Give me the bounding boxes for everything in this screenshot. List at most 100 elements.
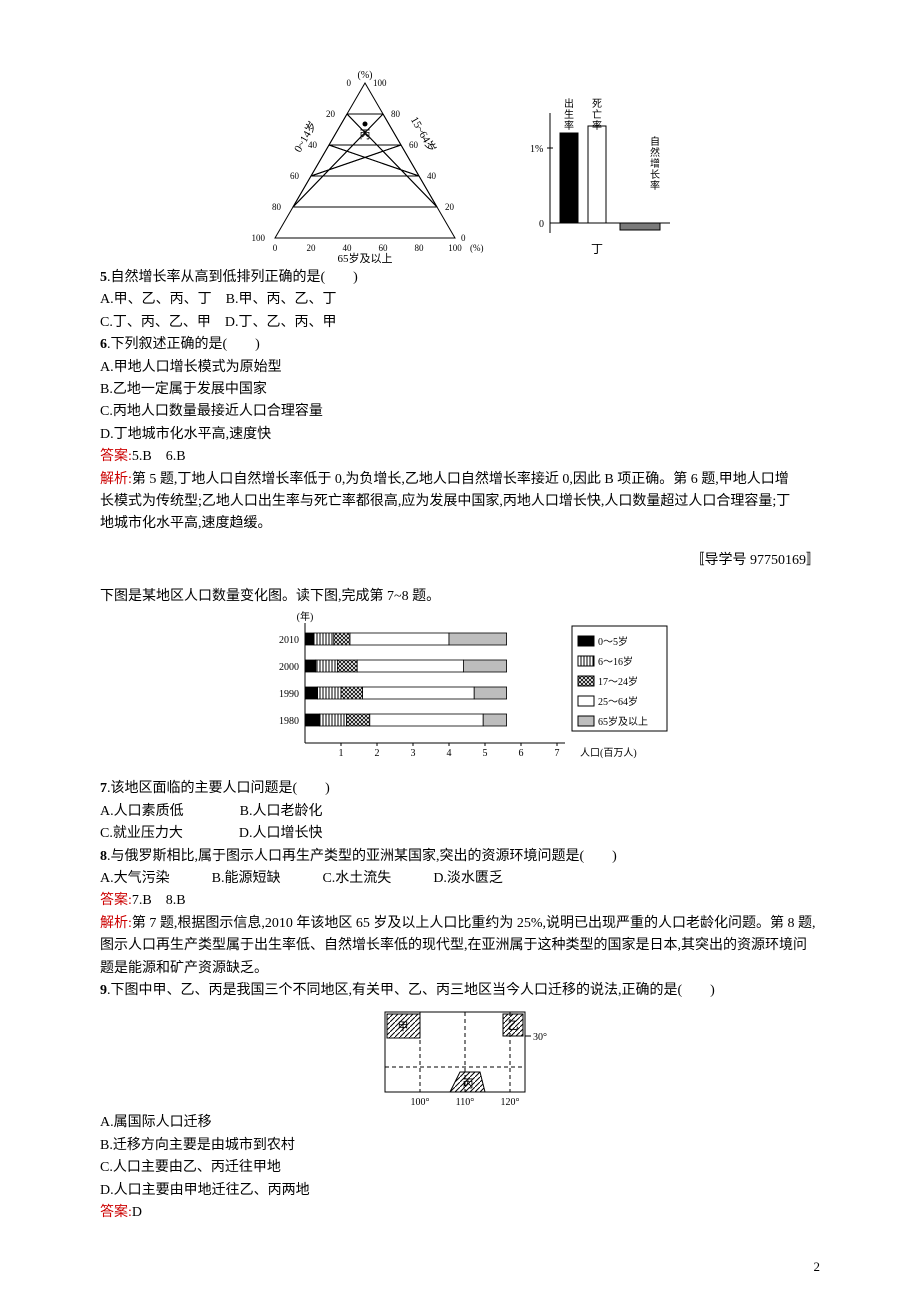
figure-stacked: (年) 2010200019901980 1234567 人口(百万人) 0～5… bbox=[100, 608, 820, 778]
q5-opt-b: B.甲、丙、乙、丁 bbox=[226, 292, 337, 307]
ding-lbl-birth: 出生率 bbox=[564, 97, 574, 132]
q8-stem-text: .与俄罗斯相比,属于图示人口再生产类型的亚洲某国家,突出的资源环境问题是( ) bbox=[107, 849, 617, 864]
q8-opt-c: C.水土流失 bbox=[322, 871, 391, 886]
tri-b-80: 80 bbox=[415, 243, 425, 253]
figure-map9: 甲 乙 丙 30° 100° 110° 120° bbox=[100, 1002, 820, 1112]
triangle-chart: (%) 100 80 60 40 20 0 0 20 40 60 80 100 … bbox=[245, 68, 485, 263]
ans-9: 答案:D bbox=[100, 1202, 820, 1224]
svg-text:5: 5 bbox=[483, 748, 488, 759]
svg-text:65岁及以上: 65岁及以上 bbox=[598, 715, 648, 728]
svg-text:17～24岁: 17～24岁 bbox=[598, 675, 638, 688]
svg-text:2: 2 bbox=[375, 748, 380, 759]
tri-r-60: 60 bbox=[409, 140, 419, 150]
q7-opt-c: C.就业压力大 bbox=[100, 826, 183, 841]
ans9-label: 答案: bbox=[100, 1205, 132, 1220]
ding-ytick: 1% bbox=[530, 144, 543, 155]
q7-opts: A.人口素质低 B.人口老龄化 C.就业压力大 D.人口增长快 bbox=[100, 801, 820, 846]
tri-b-60: 60 bbox=[379, 243, 389, 253]
map-lon-120: 120° bbox=[501, 1097, 520, 1108]
svg-text:3: 3 bbox=[411, 748, 416, 759]
q9-stem-text: .下图中甲、乙、丙是我国三个不同地区,有关甲、乙、丙三地区当今人口迁移的说法,正… bbox=[107, 983, 715, 998]
expl-56: 解析:第 5 题,丁地人口自然增长率低于 0,为负增长,乙地人口自然增长率接近 … bbox=[100, 469, 800, 536]
q6-opt-c: C.丙地人口数量最接近人口合理容量 bbox=[100, 401, 820, 423]
svg-text:2000: 2000 bbox=[279, 662, 299, 673]
expl78-label: 解析: bbox=[100, 916, 132, 931]
ans78-label: 答案: bbox=[100, 893, 132, 908]
map-q9: 甲 乙 丙 30° 100° 110° 120° bbox=[365, 1002, 555, 1112]
ans78-text: 7.B 8.B bbox=[132, 893, 186, 908]
stk-ylabel: (年) bbox=[297, 610, 314, 623]
tri-r-80: 80 bbox=[391, 109, 401, 119]
ans56-label: 答案: bbox=[100, 449, 132, 464]
tri-r-20: 20 bbox=[445, 202, 455, 212]
q6-opt-a: A.甲地人口增长模式为原始型 bbox=[100, 357, 820, 379]
q5-stem-text: .自然增长率从高到低排列正确的是( ) bbox=[107, 270, 358, 285]
tri-l-20: 20 bbox=[326, 109, 336, 119]
q7-opt-b: B.人口老龄化 bbox=[240, 804, 323, 819]
q8-opt-b: B.能源短缺 bbox=[212, 871, 281, 886]
tri-b-0: 0 bbox=[273, 243, 278, 253]
q5-opts-row1: A.甲、乙、丙、丁 B.甲、丙、乙、丁 bbox=[100, 289, 820, 311]
svg-text:0～5岁: 0～5岁 bbox=[598, 635, 628, 648]
svg-text:1980: 1980 bbox=[279, 716, 299, 727]
ans9-text: D bbox=[132, 1205, 142, 1220]
svg-text:4: 4 bbox=[447, 748, 452, 759]
map-label-jia: 甲 bbox=[398, 1021, 409, 1033]
expl-78: 解析:第 7 题,根据图示信息,2010 年该地区 65 岁及以上人口比重约为 … bbox=[100, 913, 820, 980]
svg-text:25～64岁: 25～64岁 bbox=[598, 695, 638, 708]
q7-opt-a: A.人口素质低 bbox=[100, 804, 184, 819]
svg-text:6: 6 bbox=[519, 748, 524, 759]
q6-num: 6 bbox=[100, 337, 107, 352]
q9-opt-d: D.人口主要由甲地迁往乙、丙两地 bbox=[100, 1180, 820, 1202]
q8-stem: 8.与俄罗斯相比,属于图示人口再生产类型的亚洲某国家,突出的资源环境问题是( ) bbox=[100, 846, 820, 868]
q9-opt-c: C.人口主要由乙、丙迁往甲地 bbox=[100, 1157, 820, 1179]
tri-b-100: 100 bbox=[448, 243, 462, 253]
tri-l-60: 60 bbox=[290, 171, 300, 181]
stacked-bar-chart: (年) 2010200019901980 1234567 人口(百万人) 0～5… bbox=[250, 608, 670, 778]
q7-stem: 7.该地区面临的主要人口问题是( ) bbox=[100, 778, 820, 800]
svg-text:6～16岁: 6～16岁 bbox=[598, 655, 633, 668]
q5-stem: 5.自然增长率从高到低排列正确的是( ) bbox=[100, 267, 820, 289]
expl78-text: 第 7 题,根据图示信息,2010 年该地区 65 岁及以上人口比重约为 25%… bbox=[100, 916, 816, 976]
tri-b-20: 20 bbox=[307, 243, 317, 253]
svg-text:1990: 1990 bbox=[279, 689, 299, 700]
ding-lbl-death: 死亡率 bbox=[592, 99, 602, 132]
tri-l-0: 0 bbox=[347, 78, 352, 88]
ans-78: 答案:7.B 8.B bbox=[100, 890, 820, 912]
q6-stem: 6.下列叙述正确的是( ) bbox=[100, 334, 820, 356]
tri-l-80: 80 bbox=[272, 202, 282, 212]
map-lat: 30° bbox=[533, 1032, 547, 1043]
ans56-text: 5.B 6.B bbox=[132, 449, 186, 464]
q8-opts: A.大气污染 B.能源短缺 C.水土流失 D.淡水匮乏 bbox=[100, 868, 820, 890]
q9-stem: 9.下图中甲、乙、丙是我国三个不同地区,有关甲、乙、丙三地区当今人口迁移的说法,… bbox=[100, 980, 820, 1002]
map-label-yi: 乙 bbox=[508, 1019, 519, 1032]
svg-text:7: 7 bbox=[555, 748, 560, 759]
tri-point-label: 丙 bbox=[360, 129, 371, 141]
expl-56-row: 解析:第 5 题,丁地人口自然增长率低于 0,为负增长,乙地人口自然增长率接近 … bbox=[100, 469, 820, 536]
tri-l-100: 100 bbox=[252, 233, 266, 243]
ding-zero: 0 bbox=[539, 219, 544, 230]
q7-opt-d: D.人口增长快 bbox=[239, 826, 323, 841]
ref-num-1: 〚导学号 97750169〛 bbox=[100, 550, 820, 572]
stk-xlabel: 人口(百万人) bbox=[580, 747, 637, 759]
page-number: 2 bbox=[814, 1257, 821, 1278]
tri-r-100: 100 bbox=[373, 78, 387, 88]
map-label-bing: 丙 bbox=[463, 1078, 474, 1090]
tri-b-unit: (%) bbox=[470, 243, 484, 253]
tri-r-0: 0 bbox=[461, 233, 466, 243]
q5-opts-row2: C.丁、丙、乙、甲 D.丁、乙、丙、甲 bbox=[100, 312, 820, 334]
svg-text:1: 1 bbox=[339, 748, 344, 759]
q9-num: 9 bbox=[100, 983, 107, 998]
q5-num: 5 bbox=[100, 270, 107, 285]
q6-stem-text: .下列叙述正确的是( ) bbox=[107, 337, 260, 352]
q9-opt-b: B.迁移方向主要是由城市到农村 bbox=[100, 1135, 820, 1157]
q8-opt-d: D.淡水匮乏 bbox=[433, 871, 503, 886]
intro-78: 下图是某地区人口数量变化图。读下图,完成第 7~8 题。 bbox=[100, 586, 820, 608]
figure-triangle-bar: (%) 100 80 60 40 20 0 0 20 40 60 80 100 … bbox=[100, 68, 820, 263]
tri-r-40: 40 bbox=[427, 171, 437, 181]
tri-bottom-label: 65岁及以上 bbox=[338, 251, 393, 263]
q7-num: 7 bbox=[100, 781, 107, 796]
q6-opt-d: D.丁地城市化水平高,速度快 bbox=[100, 424, 820, 446]
ding-lbl-natural: 自然增长率 bbox=[650, 135, 660, 192]
q6-opt-b: B.乙地一定属于发展中国家 bbox=[100, 379, 820, 401]
